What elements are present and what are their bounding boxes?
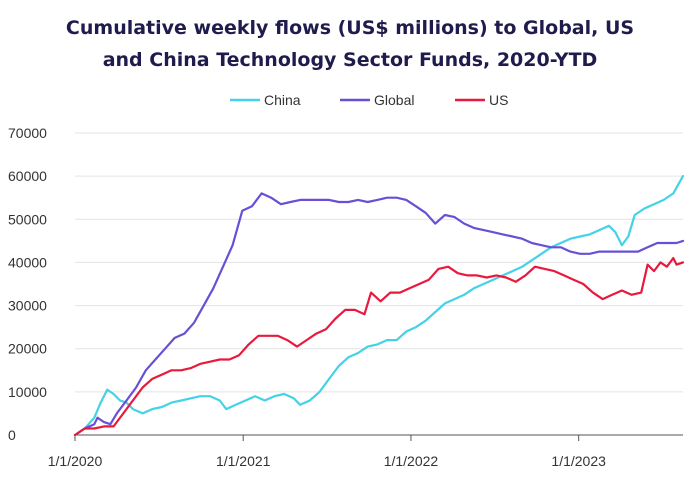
x-tick-label: 1/1/2022 xyxy=(384,453,439,469)
y-tick-label: 40000 xyxy=(8,254,47,270)
x-axis: 1/1/2020 1/1/2021 1/1/2022 1/1/2023 xyxy=(48,434,683,469)
chart-title-line-2: and China Technology Sector Funds, 2020-… xyxy=(103,49,598,71)
legend-label: Global xyxy=(374,92,414,108)
x-tick-label: 1/1/2020 xyxy=(48,453,103,469)
y-axis: 0 10000 20000 30000 40000 50000 60000 70000 xyxy=(8,125,47,443)
x-tick-label: 1/1/2021 xyxy=(216,453,271,469)
plot-area xyxy=(73,175,685,437)
series-line-us xyxy=(73,257,685,437)
y-tick-label: 70000 xyxy=(8,125,47,141)
x-tick-label: 1/1/2023 xyxy=(551,453,606,469)
y-tick-label: 30000 xyxy=(8,298,47,314)
gridlines xyxy=(75,132,683,393)
chart-title: Cumulative weekly flows (US$ millions) t… xyxy=(66,17,634,71)
y-tick-label: 50000 xyxy=(8,211,47,227)
legend-item-us: US xyxy=(455,92,508,108)
legend: China Global US xyxy=(230,92,508,108)
y-tick-label: 10000 xyxy=(8,384,47,400)
legend-item-global: Global xyxy=(340,92,414,108)
y-tick-label: 20000 xyxy=(8,341,47,357)
chart-title-line-1: Cumulative weekly flows (US$ millions) t… xyxy=(66,17,634,39)
y-tick-label: 0 xyxy=(8,427,16,443)
series-line-global xyxy=(73,192,685,437)
legend-label: China xyxy=(264,92,301,108)
series-line-china xyxy=(73,175,685,437)
y-tick-label: 60000 xyxy=(8,168,47,184)
legend-item-china: China xyxy=(230,92,301,108)
legend-label: US xyxy=(489,92,508,108)
